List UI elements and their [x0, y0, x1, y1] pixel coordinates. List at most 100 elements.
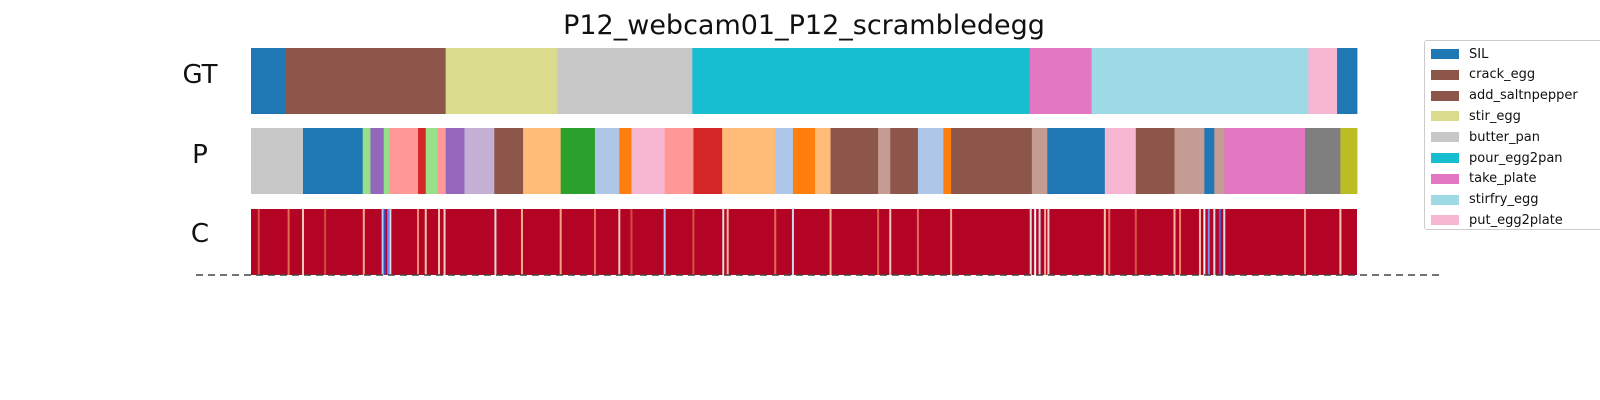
legend-swatch [1431, 49, 1459, 59]
pred-segment-22 [815, 128, 831, 194]
confidence-line-4 [362, 209, 365, 275]
chart-title: P12_webcam01_P12_scrambledegg [563, 10, 1045, 41]
pred-segment-19 [722, 128, 776, 194]
confidence-line-7 [387, 209, 390, 275]
row-label-c: C [190, 219, 210, 249]
confidence-line-22 [726, 209, 729, 275]
pred-segment-18 [693, 128, 723, 194]
pred-segment-1 [302, 128, 364, 194]
confidence-line-9 [417, 209, 420, 275]
legend-item: stir_egg [1431, 106, 1521, 126]
confidence-line-33 [1044, 209, 1047, 275]
legend-item: butter_pan [1431, 127, 1540, 147]
legend-item: pour_egg2pan [1431, 148, 1563, 168]
row-label-gt: GT [182, 60, 218, 90]
confidence-line-32 [1038, 209, 1041, 275]
pred-segment-23 [830, 128, 879, 194]
confidence-line-23 [774, 209, 777, 275]
confidence-row [251, 209, 1357, 275]
confidence-line-16 [593, 209, 596, 275]
pred-segment-29 [1031, 128, 1048, 194]
confidence-line-27 [889, 209, 892, 275]
row-label-p: P [192, 140, 208, 170]
confidence-line-36 [1108, 209, 1111, 275]
legend-label: take_plate [1469, 171, 1537, 187]
confidence-line-3 [324, 209, 327, 275]
confidence-line-21 [722, 209, 725, 275]
pred-segment-6 [418, 128, 427, 194]
confidence-line-20 [692, 209, 695, 275]
pred-segment-12 [523, 128, 562, 194]
confidence-line-2 [301, 209, 304, 275]
confidence-line-24 [791, 209, 794, 275]
confidence-line-40 [1198, 209, 1201, 275]
legend-label: stir_egg [1469, 108, 1521, 124]
pred-segment-0 [251, 128, 304, 194]
confidence-line-29 [950, 209, 953, 275]
gt-segment-3 [557, 48, 693, 114]
confidence-line-44 [1218, 209, 1221, 275]
pred-segment-9 [445, 128, 465, 194]
confidence-line-15 [559, 209, 562, 275]
gt-segment-2 [445, 48, 558, 114]
legend-swatch [1431, 90, 1459, 101]
legend-label: SIL [1469, 46, 1489, 62]
legend-swatch [1431, 153, 1459, 163]
pred-segment-4 [383, 128, 390, 194]
confidence-line-45 [1223, 209, 1226, 275]
pred-segment-10 [464, 128, 495, 194]
pred-segment-7 [425, 128, 439, 194]
pred-segment-15 [619, 128, 632, 194]
confidence-line-0 [257, 209, 260, 275]
confidence-line-31 [1034, 209, 1037, 275]
pred-segment-26 [917, 128, 944, 194]
gt-segment-4 [692, 48, 1031, 114]
pred-segment-20 [775, 128, 794, 194]
confidence-line-18 [630, 209, 633, 275]
legend-label: put_egg2plate [1469, 212, 1563, 228]
prediction-row [251, 128, 1358, 194]
pred-segment-28 [951, 128, 1033, 194]
legend-swatch [1431, 132, 1459, 143]
legend-swatch [1431, 69, 1459, 80]
confidence-line-30 [1029, 209, 1032, 275]
confidence-line-42 [1207, 209, 1210, 275]
legend-item: crack_egg [1431, 65, 1535, 85]
confidence-background [251, 209, 1357, 275]
legend-item: SIL [1431, 44, 1488, 64]
gt-segment-1 [285, 48, 447, 114]
confidence-line-47 [1339, 209, 1342, 275]
confidence-line-41 [1203, 209, 1206, 275]
pred-segment-27 [943, 128, 952, 194]
pred-segment-8 [437, 128, 447, 194]
pred-segment-13 [560, 128, 596, 194]
pred-segment-34 [1204, 128, 1215, 194]
pred-segment-17 [664, 128, 694, 194]
pred-segment-31 [1104, 128, 1137, 194]
gt-segment-6 [1091, 48, 1309, 114]
confidence-line-12 [443, 209, 446, 275]
legend-label: add_saltnpepper [1469, 88, 1578, 104]
legend-swatch [1431, 215, 1459, 226]
pred-segment-5 [389, 128, 419, 194]
pred-segment-32 [1135, 128, 1175, 194]
legend-item: take_plate [1431, 169, 1537, 189]
pred-segment-24 [878, 128, 891, 194]
confidence-line-43 [1213, 209, 1216, 275]
pred-segment-3 [370, 128, 385, 194]
confidence-line-38 [1173, 209, 1176, 275]
pred-segment-21 [792, 128, 816, 194]
gt-segment-7 [1308, 48, 1338, 114]
confidence-line-10 [424, 209, 427, 275]
confidence-line-8 [389, 209, 392, 275]
pred-segment-37 [1305, 128, 1341, 194]
legend-item: put_egg2plate [1431, 210, 1563, 230]
confidence-line-26 [877, 209, 880, 275]
pred-segment-16 [631, 128, 666, 194]
legend-label: crack_egg [1469, 67, 1536, 83]
gt-segment-8 [1337, 48, 1358, 114]
gt-segment-5 [1029, 48, 1092, 114]
pred-segment-14 [594, 128, 620, 194]
confidence-line-13 [494, 209, 497, 275]
